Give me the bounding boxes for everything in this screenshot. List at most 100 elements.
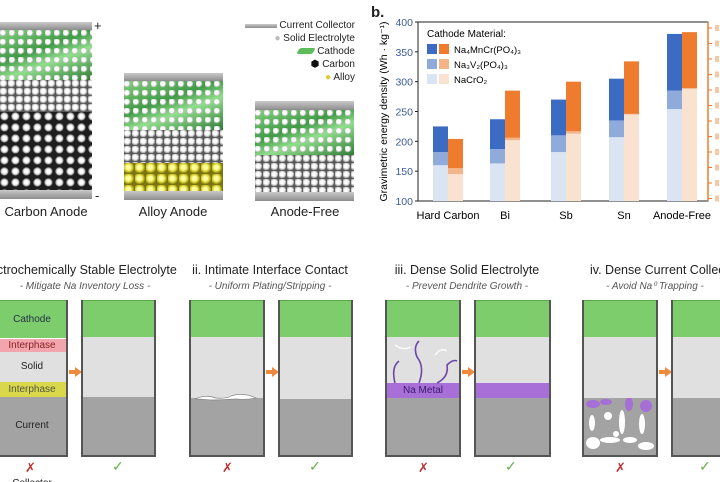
right-tick-label-cut [715, 180, 719, 186]
x-tick-label: Anode-Free [653, 210, 711, 222]
bar-orange-Na₄MnCr(PO₄)₃ [448, 138, 463, 169]
legend-label: Solid Electrolyte [283, 33, 355, 44]
legend-swatch-blue [427, 44, 437, 54]
legend-label: Carbon [322, 59, 355, 70]
right-tick-label-cut [715, 56, 719, 62]
right-tick-label-cut [715, 133, 719, 140]
panel-iv-subtitle: - Avoid Na⁰ Trapping - [606, 281, 704, 292]
sphere-icon: ● [274, 33, 284, 44]
check-mark-icon: ✓ [309, 458, 321, 474]
bar-blue-NaCrO₂ [433, 165, 448, 201]
carbon-particle-icon: ⬢ [310, 59, 323, 70]
bar-orange-Na₃V₂(PO₄)₃ [505, 137, 520, 141]
legend-label: Na₃V₂(PO₄)₃ [454, 60, 508, 71]
bar-blue-Na₄MnCr(PO₄)₃ [551, 99, 566, 136]
bar-orange-Na₃V₂(PO₄)₃ [448, 168, 463, 175]
y-tick-label: 250 [395, 107, 413, 119]
panel-iii-subtitle: - Prevent Dendrite Growth - [405, 281, 529, 292]
anode-free-cell [255, 101, 354, 201]
legend-carbon: ⬢ Carbon [240, 59, 355, 72]
bar-blue-Na₄MnCr(PO₄)₃ [609, 78, 624, 121]
na-metal-layer: Na Metal [387, 383, 459, 398]
bar-orange-Na₄MnCr(PO₄)₃ [505, 90, 520, 138]
bar-orange-Na₄MnCr(PO₄)₃ [566, 81, 581, 132]
bar-orange-Na₄MnCr(PO₄)₃ [624, 61, 639, 114]
x-mark-icon: ✗ [25, 460, 36, 475]
legend-swatch-orange [439, 74, 449, 84]
bar-blue-Na₃V₂(PO₄)₃ [609, 120, 624, 138]
bar-orange-NaCrO₂ [682, 88, 697, 201]
arrow-icon [462, 367, 475, 377]
alloy-anode-label: Alloy Anode [138, 204, 208, 219]
carbon-anode-label: Carbon Anode [4, 204, 88, 219]
panel-i-after [81, 300, 156, 457]
right-tick-label-cut [715, 118, 719, 124]
legend-title: Cathode Material: [427, 29, 506, 40]
panel-iv-title: iv. Dense Current Collector [590, 263, 720, 277]
y-tick-label: 350 [395, 47, 413, 59]
right-tick-label-cut [715, 102, 719, 109]
y-tick-label: 300 [395, 77, 413, 89]
panel-iv-before [582, 300, 658, 457]
bar-blue-Na₃V₂(PO₄)₃ [551, 135, 566, 153]
interphase-layer-top: Interphase [0, 339, 66, 352]
x-tick-label: Bi [500, 210, 510, 222]
legend-label: Alloy [333, 72, 355, 83]
bar-orange-Na₄MnCr(PO₄)₃ [682, 32, 697, 89]
check-mark-icon: ✓ [699, 458, 711, 474]
legend-label: Cathode [317, 46, 355, 57]
legend-cathode: Cathode [240, 46, 355, 59]
bar-orange-Na₃V₂(PO₄)₃ [566, 131, 581, 134]
carbon-anode-cell [0, 22, 92, 200]
panel-iii-after [474, 300, 551, 457]
alloy-anode-cell [124, 73, 223, 201]
arrow-icon [659, 367, 672, 377]
right-tick-label-cut [715, 149, 719, 155]
current-collector-layer: Current Collector [0, 397, 66, 482]
bar-orange-NaCrO₂ [566, 133, 581, 201]
right-tick-label-cut [715, 25, 719, 31]
y-axis-label: Gravimetric energy density (Wh · kg⁻¹) [378, 22, 390, 202]
legend-swatch-orange [439, 59, 449, 69]
arrow-icon [69, 367, 82, 377]
x-mark-icon: ✗ [222, 460, 233, 475]
x-mark-icon: ✗ [418, 460, 429, 475]
y-tick-label: 100 [395, 196, 413, 208]
legend-label: Na₄MnCr(PO₄)₃ [454, 45, 521, 56]
legend-alloy: ● Alloy [240, 72, 355, 85]
bar-blue-NaCrO₂ [551, 152, 566, 201]
panel-b-label: b. [371, 4, 385, 21]
interphase-layer-bottom: Interphase [0, 382, 66, 397]
legend-panel-a: Current Collector ● Solid Electrolyte Ca… [240, 20, 355, 85]
panel-i-title: i. Electrochemically Stable Electrolyte [0, 263, 177, 277]
panel-iii-before: Na Metal [385, 300, 461, 457]
legend-swatch-blue [427, 59, 437, 69]
legend-label: Current Collector [279, 20, 355, 31]
bar-blue-Na₄MnCr(PO₄)₃ [490, 119, 505, 150]
bar-blue-NaCrO₂ [490, 163, 505, 201]
y-tick-label: 150 [395, 166, 413, 178]
anode-free-label: Anode-Free [270, 204, 340, 219]
panel-iii-title: iii. Dense Solid Electrolyte [394, 263, 540, 277]
bar-orange-NaCrO₂ [505, 140, 520, 201]
panel-i-before: Cathode Interphase Solid Electrolyte Int… [0, 300, 68, 482]
x-mark-icon: ✗ [615, 460, 626, 475]
bar-blue-NaCrO₂ [609, 137, 624, 201]
dendrites [392, 340, 458, 384]
panel-i-subtitle: - Mitigate Na Inventory Loss - [19, 281, 151, 292]
panel-iv-after [671, 300, 720, 457]
panel-ii-before [189, 300, 265, 457]
panel-ii-title: ii. Intimate Interface Contact [192, 263, 348, 277]
minus-terminal: - [95, 188, 100, 203]
y-tick-label: 400 [395, 17, 413, 29]
plus-terminal: + [94, 18, 102, 33]
right-tick-label-cut [715, 164, 719, 171]
right-tick-label-cut [715, 195, 719, 202]
bar-orange-NaCrO₂ [448, 174, 463, 201]
y-tick-label: 200 [395, 136, 413, 148]
bar-blue-Na₃V₂(PO₄)₃ [667, 90, 682, 110]
bar-orange-NaCrO₂ [624, 114, 639, 201]
cathode-layer: Cathode [0, 300, 66, 338]
bar-orange-Na₃V₂(PO₄)₃ [624, 113, 639, 115]
legend-solid-electrolyte: ● Solid Electrolyte [240, 33, 355, 46]
